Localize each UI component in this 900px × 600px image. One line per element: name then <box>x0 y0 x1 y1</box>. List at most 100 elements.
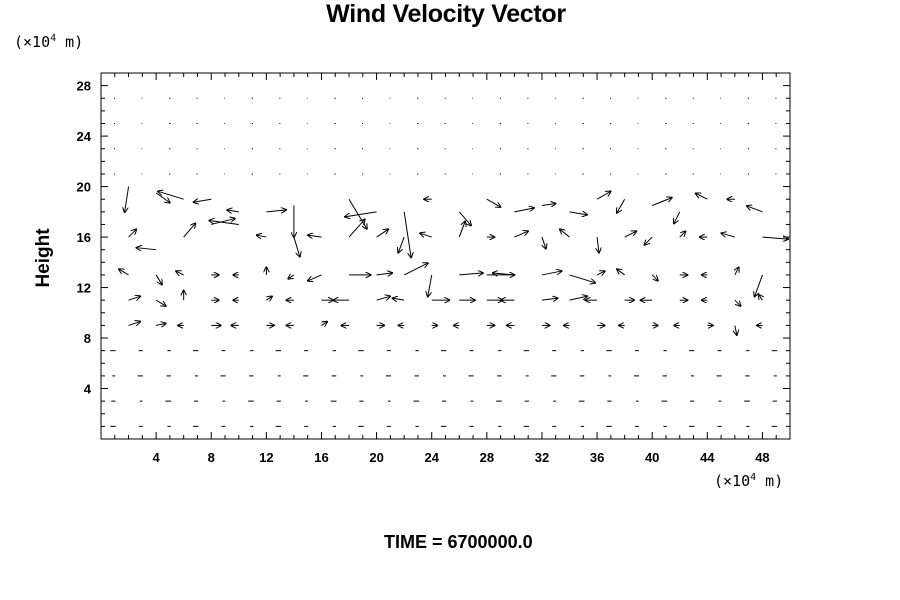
x-tick-label: 16 <box>314 450 328 465</box>
wind-vector <box>307 235 322 237</box>
grid-dots <box>110 97 778 427</box>
wind-vector <box>119 269 129 276</box>
x-unit-prefix: (×10 <box>714 472 751 490</box>
wind-vector <box>486 198 501 207</box>
wind-vector <box>758 294 762 301</box>
wind-vector <box>128 296 141 300</box>
wind-vector <box>266 210 286 212</box>
wind-vector <box>293 236 300 257</box>
wind-vector <box>721 233 736 238</box>
y-tick-label: 8 <box>84 331 91 346</box>
wind-vector <box>679 231 686 238</box>
wind-vector <box>227 210 239 212</box>
wind-vector <box>345 211 377 217</box>
wind-vector <box>596 191 611 200</box>
chart-title: Wind Velocity Vector <box>326 0 566 28</box>
wind-vector <box>156 323 166 325</box>
wind-vector <box>128 321 141 325</box>
wind-vector <box>183 223 196 238</box>
wind-vector <box>288 275 295 279</box>
wind-vector <box>617 198 626 213</box>
wind-vectors <box>119 186 789 336</box>
x-tick-label: 4 <box>153 450 161 465</box>
wind-vector <box>376 229 389 238</box>
x-tick-label: 44 <box>700 450 715 465</box>
wind-vector <box>514 231 528 238</box>
wind-vector <box>624 231 637 238</box>
x-tick-label: 40 <box>645 450 659 465</box>
wind-vector <box>403 263 428 276</box>
time-readout: TIME = 6700000.0 <box>384 532 533 552</box>
wind-vector <box>569 212 588 215</box>
x-tick-label: 20 <box>369 450 383 465</box>
wind-vector <box>560 229 570 238</box>
wind-vector <box>193 199 212 202</box>
wind-vector <box>307 274 322 281</box>
wind-vector <box>735 267 739 276</box>
y-tick-label: 20 <box>77 180 91 195</box>
wind-vector <box>569 274 596 283</box>
x-tick-label: 36 <box>590 450 604 465</box>
x-unit-suffix: m) <box>756 472 784 490</box>
wind-vector <box>762 237 788 239</box>
x-tick-label: 8 <box>208 450 215 465</box>
wind-vector <box>155 299 166 306</box>
x-tick-label: 48 <box>755 450 769 465</box>
wind-vector <box>266 296 272 300</box>
wind-vector <box>754 274 763 297</box>
wind-vector <box>428 274 433 297</box>
wind-vector <box>674 211 681 224</box>
wind-vector <box>321 321 327 325</box>
wind-vector <box>695 193 708 200</box>
x-tick-label: 28 <box>480 450 494 465</box>
wind-vector <box>420 233 432 237</box>
wind-vector <box>209 220 239 225</box>
x-tick-label: 32 <box>535 450 549 465</box>
y-tick-label: 28 <box>77 79 91 94</box>
axis-ticks <box>101 73 790 439</box>
wind-vector <box>158 191 184 200</box>
wind-vector <box>256 235 267 237</box>
wind-vector <box>376 296 391 301</box>
wind-vector <box>459 273 483 275</box>
wind-vector <box>541 204 556 206</box>
wind-vector <box>458 211 471 226</box>
y-tick-label: 16 <box>77 230 91 245</box>
wind-vector <box>492 273 515 275</box>
wind-vector <box>376 273 393 275</box>
wind-vector <box>746 206 763 213</box>
plot-frame <box>100 72 791 440</box>
wind-vector <box>403 211 411 258</box>
x-tick-label: 12 <box>259 450 273 465</box>
wind-vector <box>125 186 130 213</box>
wind-vector <box>735 325 737 335</box>
wind-vector <box>398 236 405 253</box>
y-unit-prefix: (×10 <box>14 33 51 51</box>
x-axis-unit: (×104 m) <box>714 472 783 490</box>
y-tick-label: 4 <box>84 382 92 397</box>
wind-vector <box>458 221 465 238</box>
wind-vector <box>644 236 653 245</box>
wind-vector <box>155 274 162 285</box>
wind-vector <box>211 218 235 225</box>
wind-vector <box>597 237 599 253</box>
y-tick-label: 24 <box>77 129 92 144</box>
wind-vector <box>617 269 625 276</box>
wind-vector <box>136 248 157 250</box>
wind-vector <box>176 271 184 275</box>
wind-vector <box>348 219 365 238</box>
wind-vector <box>651 274 658 281</box>
wind-vector <box>514 208 534 213</box>
wind-vector <box>541 298 558 300</box>
wind-vector <box>542 236 546 249</box>
wind-vector <box>128 229 137 238</box>
y-axis-unit: (×104 m) <box>14 33 83 51</box>
y-unit-suffix: m) <box>56 33 84 51</box>
x-unit-exponent: 4 <box>750 472 757 483</box>
wind-vector <box>596 271 605 275</box>
x-tick-label: 24 <box>424 450 439 465</box>
wind-vector <box>734 299 741 306</box>
y-tick-label: 12 <box>77 281 91 296</box>
